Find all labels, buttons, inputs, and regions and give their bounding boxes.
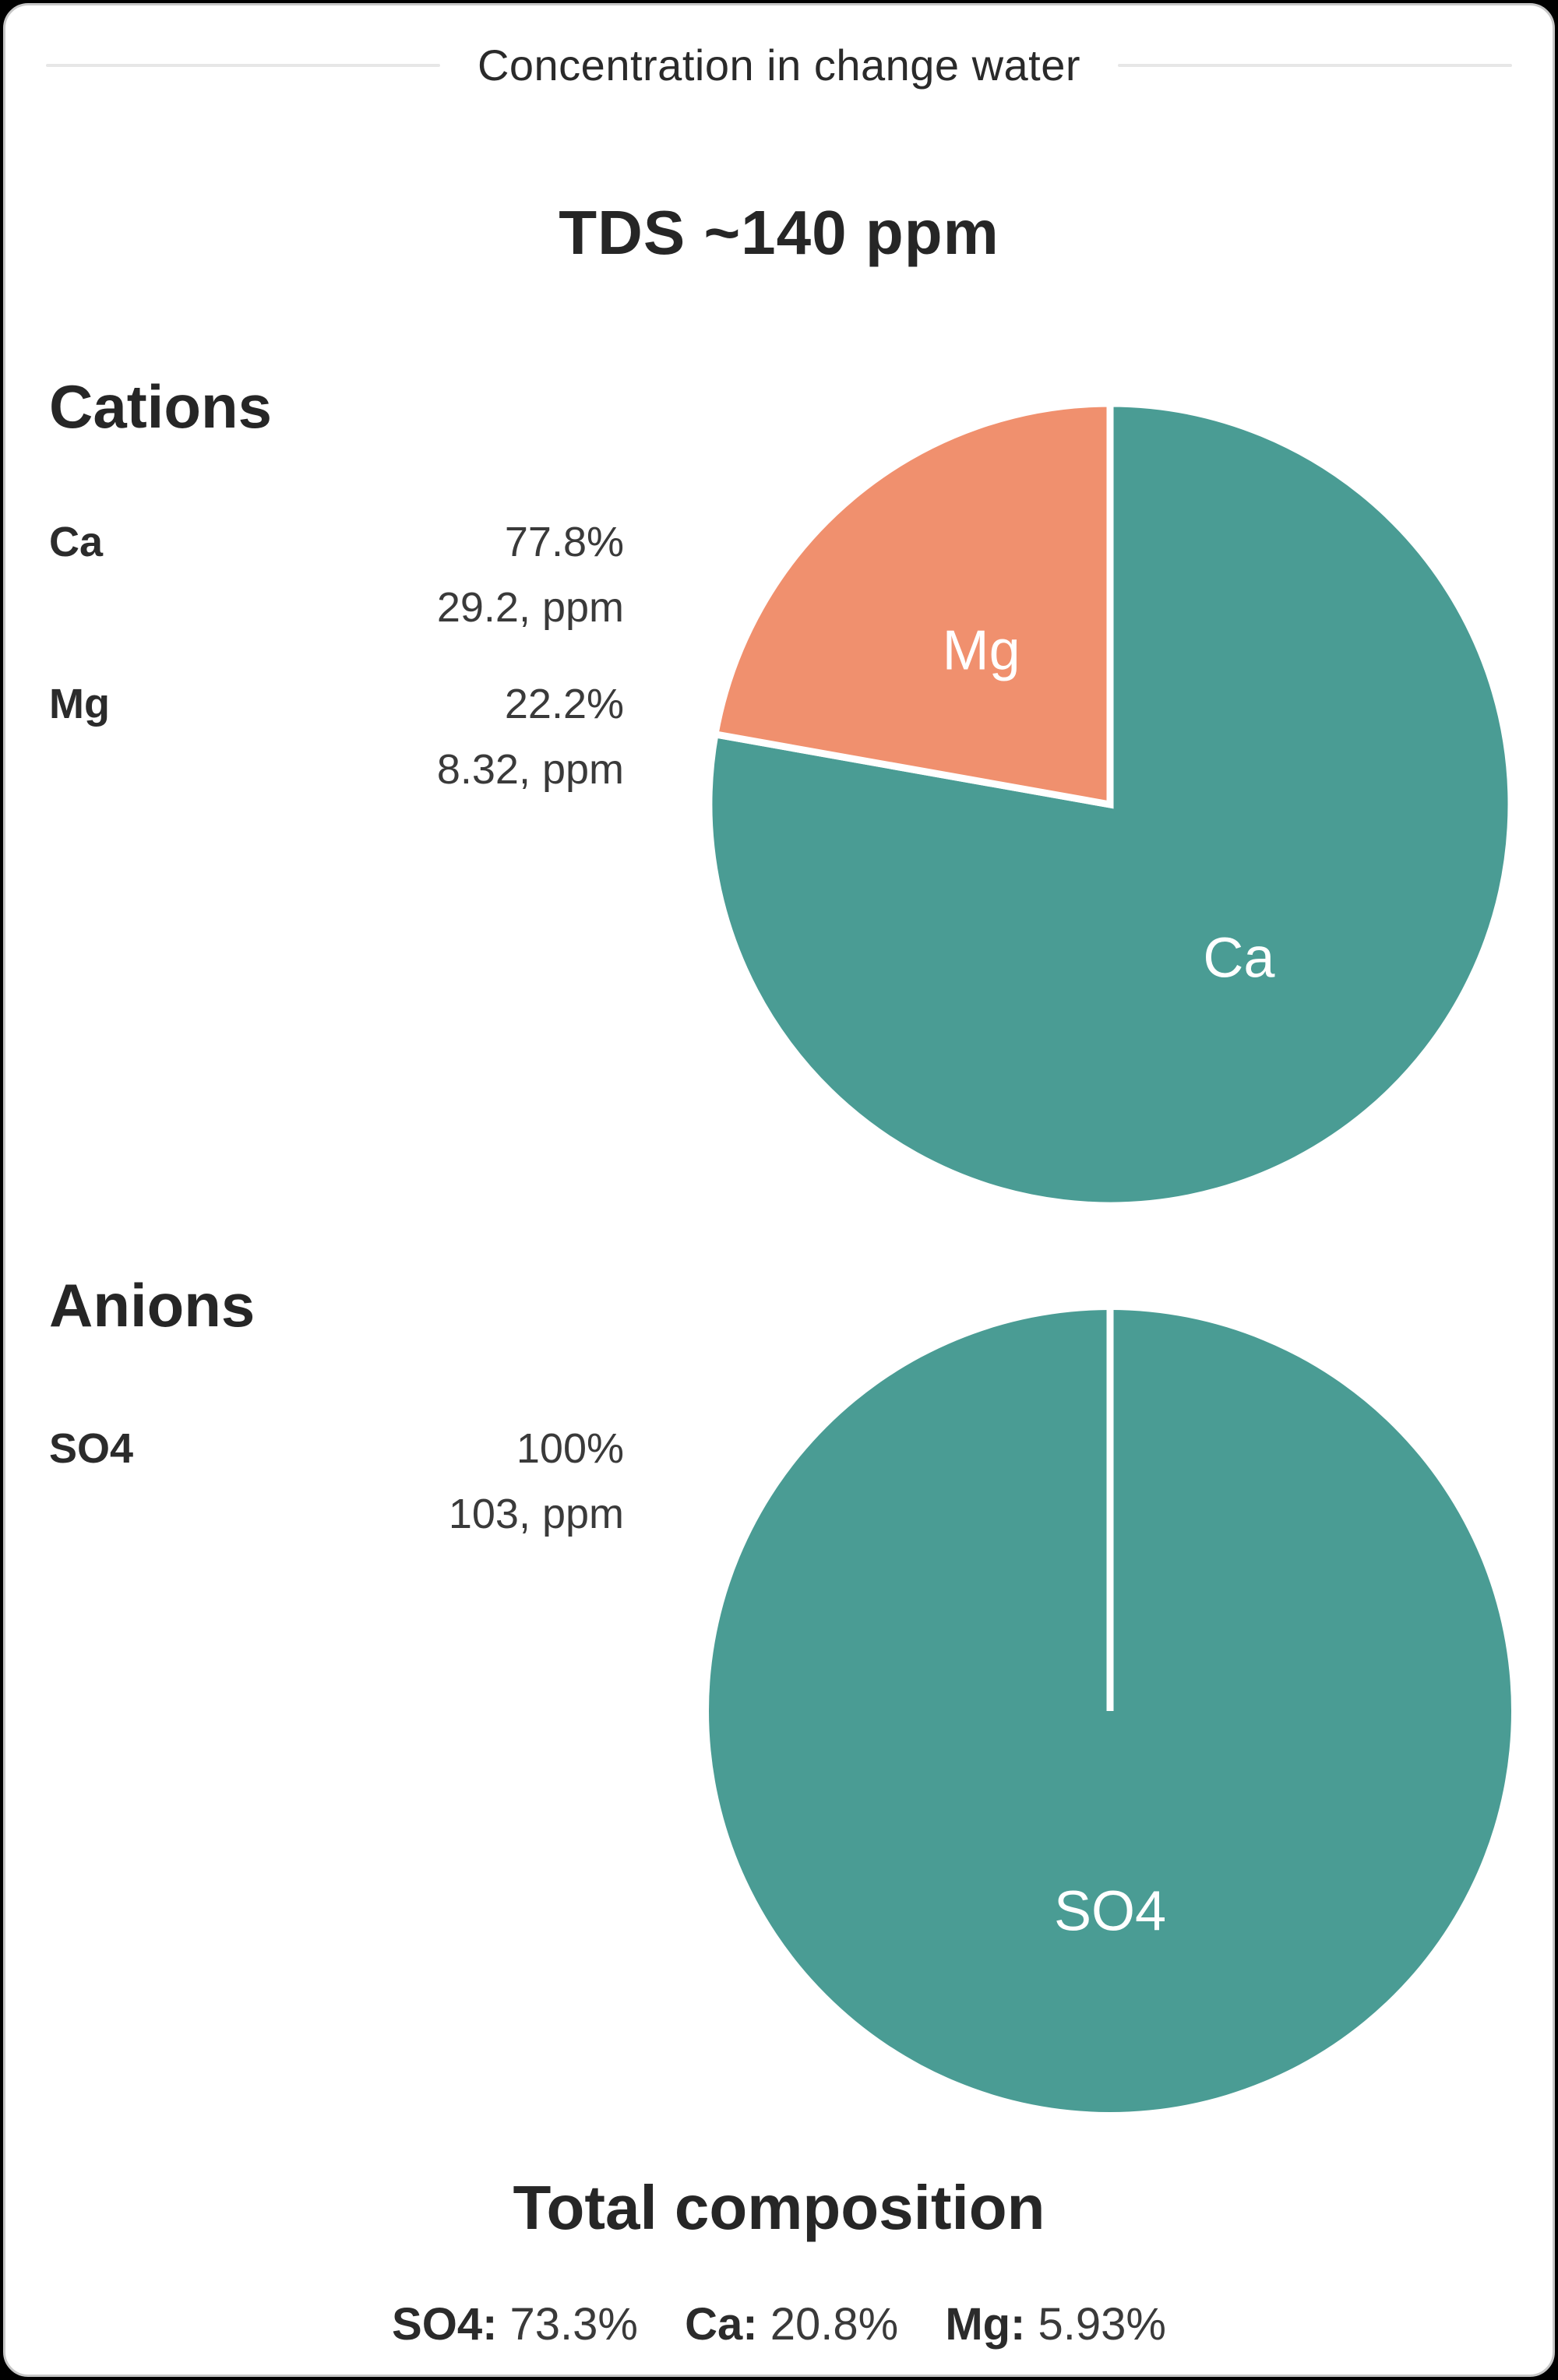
total-item-label: Mg: — [945, 2299, 1026, 2350]
cation-label-mg: Mg — [49, 681, 110, 727]
total-item-label: Ca: — [685, 2299, 758, 2350]
cation-row-mg: Mg 22.2% — [49, 680, 624, 728]
card-title: Concentration in change water — [477, 40, 1081, 90]
tds-title: TDS ~140 ppm — [559, 198, 999, 267]
total-composition-values: SO4: 73.3% Ca: 20.8% Mg: 5.93% — [5, 2298, 1553, 2350]
cation-ppm-mg: 8.32, ppm — [436, 746, 624, 793]
total-item-mg: Mg: 5.93% — [945, 2299, 1166, 2350]
anion-ppm-so4: 103, ppm — [448, 1491, 624, 1537]
anion-percent-so4: 100% — [516, 1425, 624, 1472]
cation-ppm-ca: 29.2, ppm — [436, 584, 624, 631]
pie-slice-label-ca: Ca — [1203, 927, 1275, 989]
header-divider-left — [46, 63, 440, 67]
anion-label-so4: SO4 — [49, 1425, 134, 1472]
total-item-value: 20.8% — [770, 2299, 899, 2350]
total-composition-title: Total composition — [513, 2173, 1045, 2242]
total-item-so4: SO4: 73.3% — [392, 2299, 638, 2350]
pie-slice-label-mg: Mg — [943, 620, 1020, 682]
header-divider-right — [1118, 63, 1512, 67]
pie-slice-mg — [710, 400, 1114, 809]
cations-pie-chart: Ca Mg — [705, 400, 1515, 1209]
anion-row-so4: SO4 100% — [49, 1424, 624, 1473]
cation-row-ca: Ca 77.8% — [49, 518, 624, 566]
cation-percent-mg: 22.2% — [504, 681, 624, 727]
cation-ppm-row-mg: 8.32, ppm — [49, 745, 624, 794]
total-item-value: 73.3% — [509, 2299, 638, 2350]
total-item-ca: Ca: 20.8% — [685, 2299, 898, 2350]
cations-heading: Cations — [49, 372, 273, 441]
anions-heading: Anions — [49, 1271, 256, 1340]
card-header: Concentration in change water — [46, 40, 1512, 90]
total-item-value: 5.93% — [1038, 2299, 1166, 2350]
cation-percent-ca: 77.8% — [504, 519, 624, 565]
cation-ppm-row-ca: 29.2, ppm — [49, 583, 624, 632]
pie-slice-label-so4: SO4 — [1054, 1881, 1166, 1943]
anions-pie-chart: SO4 — [709, 1310, 1511, 2112]
anion-ppm-row-so4: 103, ppm — [49, 1490, 624, 1538]
total-item-label: SO4: — [392, 2299, 498, 2350]
water-report-card: Concentration in change water TDS ~140 p… — [3, 3, 1555, 2377]
cation-label-ca: Ca — [49, 519, 104, 565]
